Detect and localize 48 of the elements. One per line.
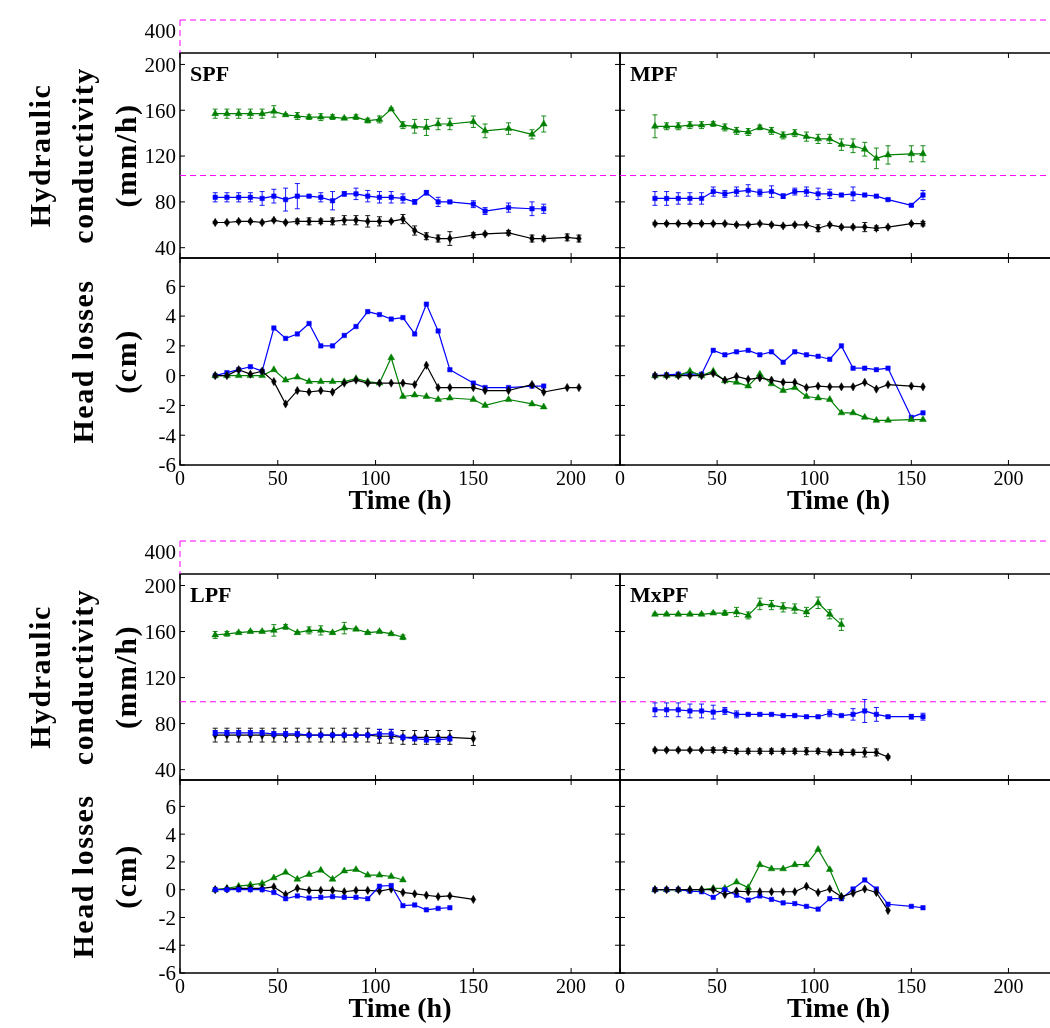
x-tick-label: 50 [707, 975, 728, 997]
x-tick-label: 150 [458, 467, 489, 489]
chart-title: MxPF [630, 582, 689, 607]
x-tick-label: 50 [267, 467, 288, 489]
x-tick-label: 50 [707, 467, 728, 489]
y-tick-label: 2 [165, 334, 176, 359]
text: 400 [144, 540, 176, 565]
y-axis-title: Hydraulic conductivity (mm/h) [23, 67, 143, 244]
x-tick-label: 150 [896, 975, 927, 997]
y-tick-label: 4 [165, 822, 177, 847]
x-tick-label: 0 [615, 467, 625, 489]
y-tick-label: -6 [158, 961, 176, 986]
y-axis-title: Head losses (cm) [66, 794, 143, 959]
y-tick-label: -6 [158, 453, 176, 478]
y-axis-title: Hydraulic conductivity (mm/h) [23, 588, 143, 766]
y-tick-label: 200 [144, 573, 176, 598]
x-tick-label: 150 [896, 467, 927, 489]
x-tick-label: 200 [993, 467, 1024, 489]
y-tick-label: 200 [144, 52, 176, 77]
y-axis-title: Head losses (cm) [66, 279, 143, 444]
y-tick-label: 160 [144, 98, 176, 123]
y-tick-label: -4 [158, 423, 177, 448]
y-tick-label: 0 [165, 364, 176, 388]
y-tick-label: 6 [165, 274, 176, 299]
y-tick-label: 0 [165, 878, 176, 903]
x-tick-label: 0 [615, 975, 625, 997]
y-tick-label: -4 [158, 933, 177, 958]
y-tick-label: -2 [158, 393, 176, 418]
y-tick-label: 160 [144, 619, 176, 644]
y-tick-label: 80 [155, 711, 176, 736]
y-tick-label: -2 [158, 905, 176, 930]
chart-title: LPF [190, 582, 232, 607]
x-tick-label: 200 [556, 975, 587, 997]
x-tick-label: 200 [993, 975, 1024, 997]
y-tick-label: 4 [165, 304, 177, 329]
y-tick-label: 6 [165, 794, 176, 819]
x-tick-label: 200 [556, 467, 587, 489]
text: 400 [144, 19, 176, 44]
chart-title: MPF [630, 61, 678, 86]
x-tick-label: 150 [458, 975, 489, 997]
y-tick-label: 80 [155, 190, 176, 215]
y-tick-label: 40 [155, 757, 176, 782]
y-tick-label: 2 [165, 850, 176, 875]
chart-title: SPF [190, 61, 230, 86]
y-tick-label: 40 [155, 236, 176, 261]
y-tick-label: 120 [144, 665, 176, 690]
y-tick-label: 120 [144, 144, 176, 169]
x-tick-label: 50 [267, 975, 288, 997]
